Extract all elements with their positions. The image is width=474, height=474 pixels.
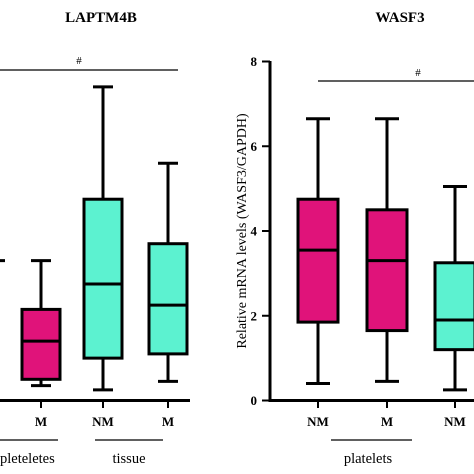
x-tick-label-m: M — [35, 414, 47, 429]
x-tick-label-m: M — [381, 414, 393, 429]
laptm4b-x-ticks — [40, 401, 169, 408]
wasf3-title: WASF3 — [375, 10, 424, 26]
x-tick-label-nm: NM — [92, 414, 114, 429]
group-label-platelets: platelets — [344, 451, 393, 467]
laptm4b-panel: LAPTM4B # M NM M pleteletes tissue — [0, 10, 190, 467]
laptm4b-title: LAPTM4B — [65, 10, 137, 26]
wasf3-panel: WASF3 Relative mRNA levels (WASF3/GAPDH)… — [235, 10, 474, 467]
x-tick-label-nm: NM — [307, 414, 329, 429]
y-tick-label: 8 — [251, 54, 258, 69]
wasf3-y-ticks: 0 2 4 6 8 — [251, 54, 270, 408]
box-iqr — [82, 197, 124, 360]
wasf3-boxes — [296, 117, 474, 392]
box-iqr — [20, 307, 62, 381]
group-label-tissue: tissue — [112, 451, 145, 467]
box-iqr — [296, 197, 340, 324]
x-tick-label-nm: NM — [444, 414, 466, 429]
x-tick-label-m: M — [162, 414, 174, 429]
wasf3-significance-mark: # — [415, 67, 421, 79]
wasf3-x-ticks — [317, 401, 456, 408]
y-tick-label: 6 — [251, 139, 258, 154]
laptm4b-significance-mark: # — [76, 55, 82, 67]
y-tick-label: 0 — [251, 393, 258, 408]
box-iqr — [365, 208, 409, 333]
y-tick-label: 4 — [251, 224, 258, 239]
group-label-platelets: pleteletes — [0, 451, 55, 467]
y-tick-label: 2 — [251, 308, 258, 323]
box-iqr — [433, 261, 474, 352]
laptm4b-boxes — [0, 85, 189, 392]
box-iqr — [147, 242, 189, 356]
wasf3-y-axis-label: Relative mRNA levels (WASF3/GAPDH) — [235, 113, 250, 349]
